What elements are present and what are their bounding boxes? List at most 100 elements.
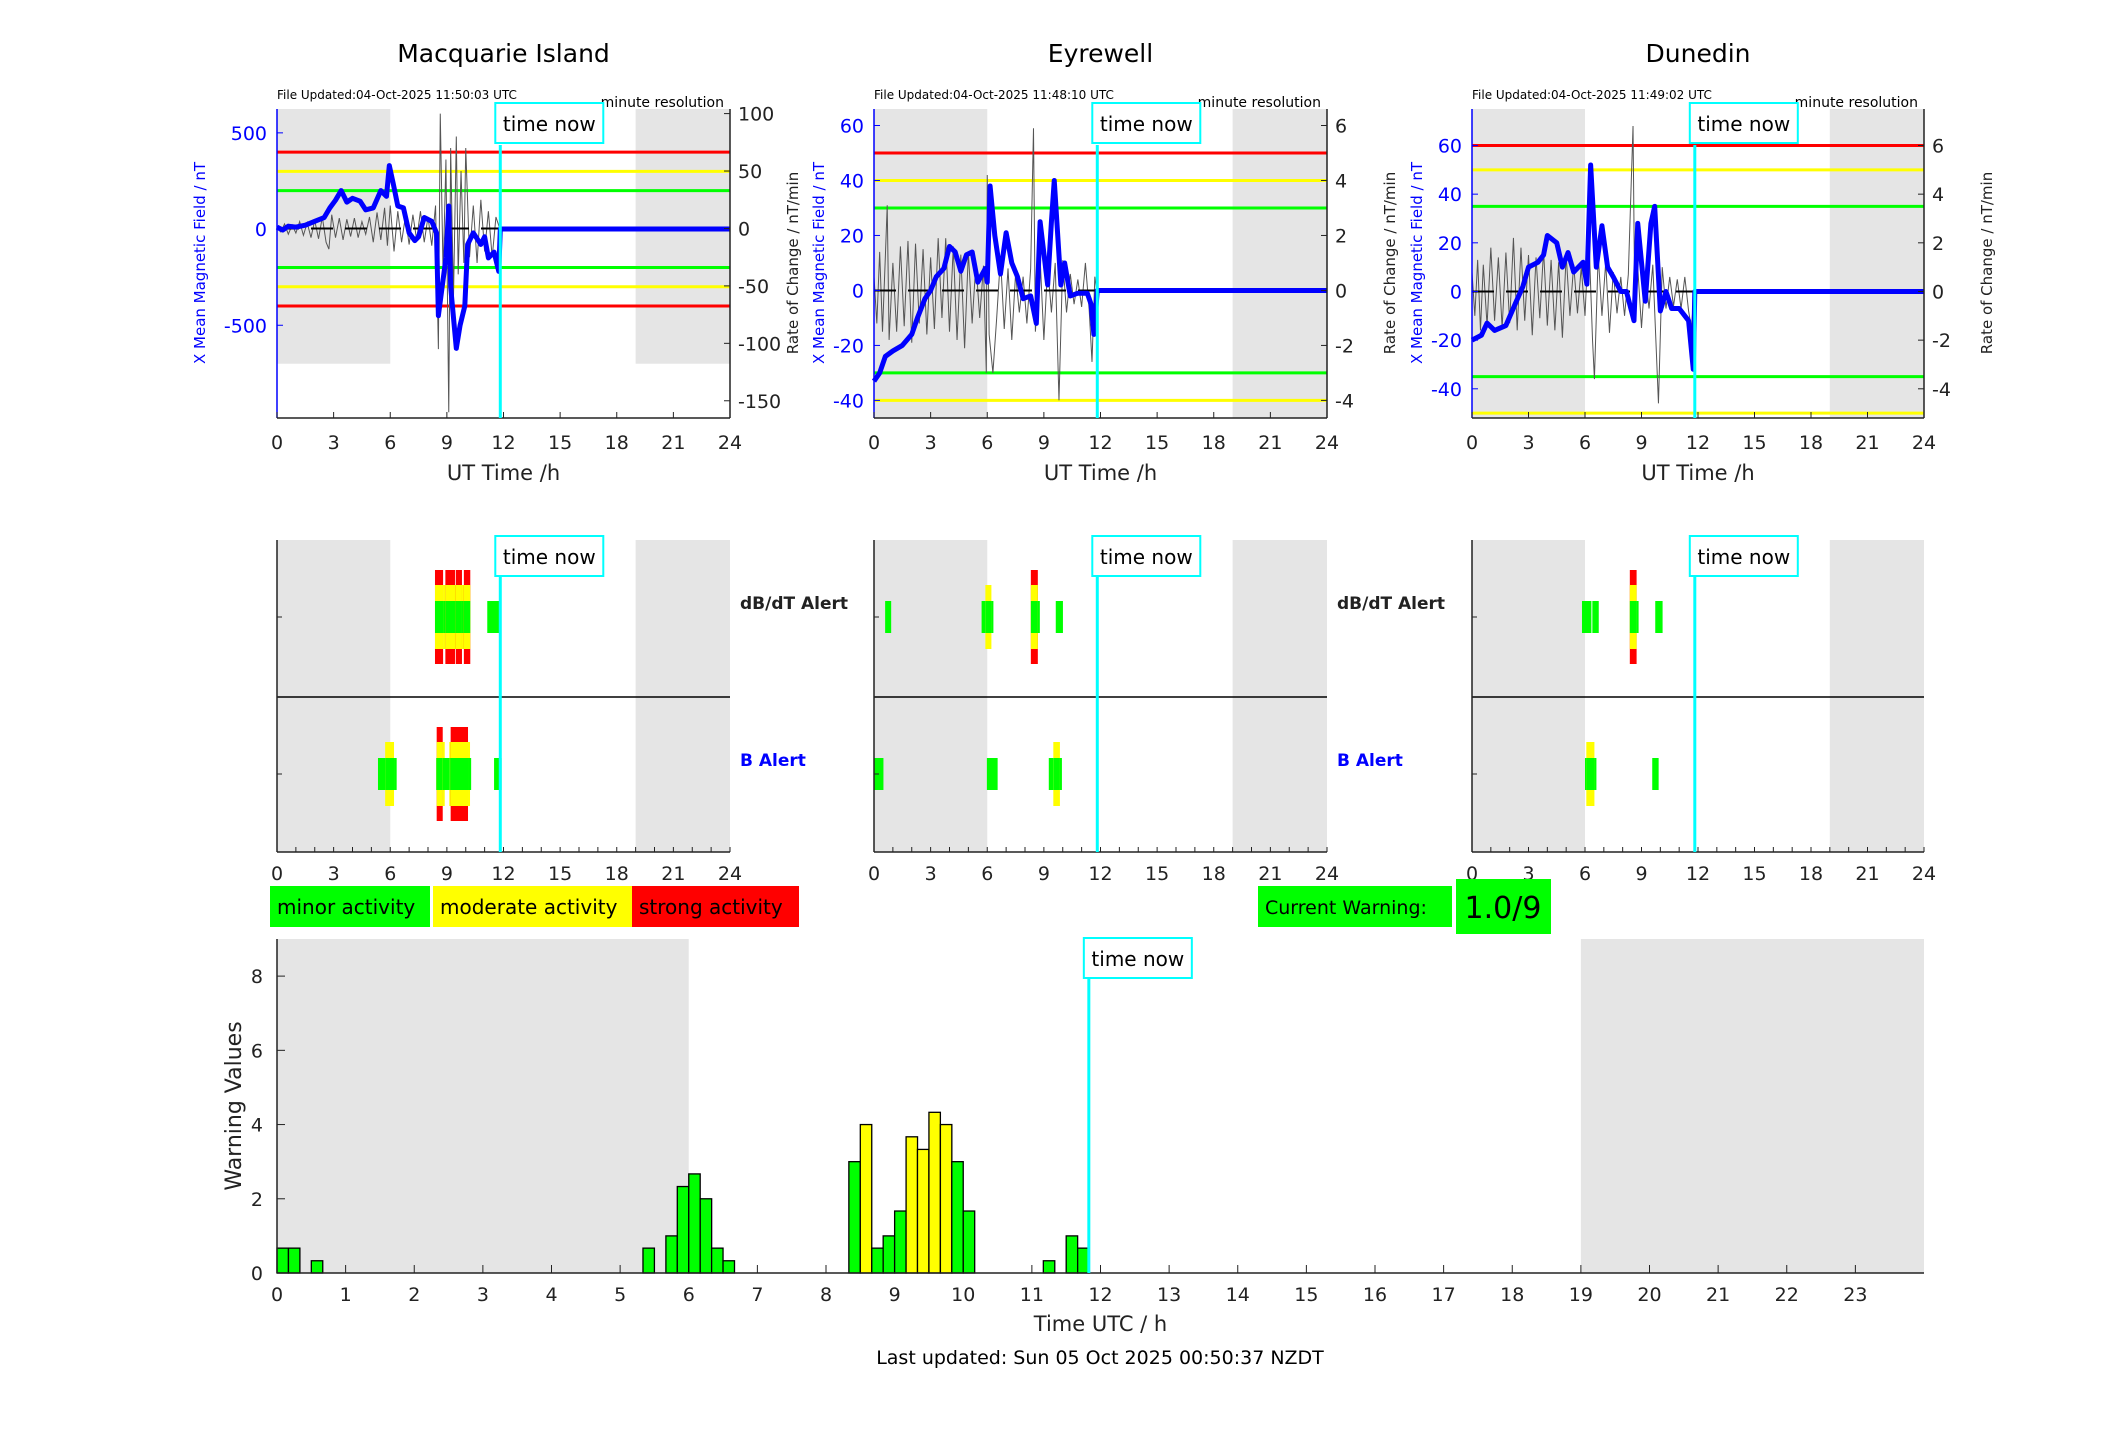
station-title: Eyrewell (1048, 39, 1153, 68)
x-tick-label: 18 (605, 863, 629, 885)
left-y-tick-label: 60 (1438, 135, 1462, 157)
current-warning-value-box (1456, 879, 1551, 934)
legend-label: minor activity (277, 895, 415, 919)
x-tick-label: 17 (1432, 1284, 1456, 1306)
x-tick-label: 16 (1363, 1284, 1387, 1306)
left-y-tick-label: 40 (840, 170, 864, 192)
legend-label: moderate activity (440, 895, 618, 919)
minor-alert-block (436, 758, 443, 790)
minor-alert-block (1037, 601, 1040, 633)
warning-bar (688, 1173, 701, 1274)
warning-bar (951, 1161, 964, 1274)
warning-bar (928, 1111, 942, 1274)
legend-item-minor: minor activity (270, 886, 430, 927)
dbdt-alert-label: dB/dT Alert (1337, 594, 1445, 614)
x-tick-label: 12 (491, 432, 515, 454)
y-tick-label: 8 (251, 966, 263, 988)
left-y-tick-label: 20 (840, 225, 864, 247)
left-y-tick-label: -20 (1431, 330, 1462, 352)
warning-bar (1042, 1260, 1056, 1274)
magnetic-field-line (1470, 162, 1924, 372)
minor-alert-block (986, 758, 998, 790)
night-shading (1829, 540, 1924, 852)
x-tick-label: 15 (1145, 432, 1169, 454)
right-y-tick-label: 6 (1932, 135, 1944, 157)
x-tick-label: 12 (1686, 432, 1710, 454)
left-y-tick-label: -500 (224, 315, 267, 337)
x-tick-label: 9 (1038, 863, 1050, 885)
warning-bar (939, 1123, 953, 1274)
x-tick-label: 7 (751, 1284, 763, 1306)
minor-alert-block (1594, 758, 1597, 790)
y-tick-label: 6 (251, 1040, 263, 1062)
x-tick-label: 6 (1579, 432, 1591, 454)
x-tick-label: 9 (1038, 432, 1050, 454)
right-y-tick-label: 6 (1335, 115, 1347, 137)
left-y-axis-label: X Mean Magnetic Field / nT (191, 161, 209, 364)
legend-item-moderate: moderate activity (433, 886, 632, 927)
x-tick-label: 15 (548, 432, 572, 454)
x-tick-label: 18 (1202, 432, 1226, 454)
x-tick-label: 2 (408, 1284, 420, 1306)
resolution-text: minute resolution (601, 95, 724, 111)
magnetic-field-line (275, 163, 730, 351)
right-y-tick-label: 4 (1932, 184, 1944, 206)
x-tick-label: 21 (1258, 863, 1282, 885)
minor-alert-block (1629, 601, 1637, 633)
y-tick-label: 4 (251, 1115, 263, 1137)
minor-alert-block (981, 601, 986, 633)
x-tick-label: 10 (951, 1284, 975, 1306)
warning-bar (665, 1235, 678, 1274)
minor-alert-block (394, 758, 397, 790)
right-y-tick-label: -150 (738, 391, 781, 413)
time-now-label: time now (503, 545, 596, 569)
current-warning-value: 1.0/9 (1465, 891, 1542, 926)
minor-alert-block (461, 601, 464, 633)
legend-item-strong: strong activity (632, 886, 799, 927)
warning-bar (699, 1198, 713, 1274)
warning-bar (276, 1247, 290, 1274)
minor-alert-block (468, 758, 471, 790)
minor-alert-block (1586, 758, 1595, 790)
minor-alert-block (1636, 601, 1639, 633)
right-y-tick-label: -2 (1932, 330, 1951, 352)
minor-alert-block (1585, 758, 1587, 790)
left-y-tick-label: 500 (231, 123, 267, 145)
night-shading (1232, 540, 1327, 852)
left-y-tick-label: 40 (1438, 184, 1462, 206)
x-tick-label: 21 (1855, 432, 1879, 454)
current-warning: Current Warning: 1.0/9 (1258, 879, 1551, 934)
minor-alert-block (1048, 758, 1054, 790)
x-tick-label: 15 (1742, 863, 1766, 885)
night-shading (635, 540, 730, 852)
night-shading (1472, 540, 1585, 852)
time-now-label: time now (1697, 545, 1790, 569)
warning-bar (962, 1210, 976, 1274)
minor-alert-block (443, 758, 450, 790)
x-tick-label: 15 (548, 863, 572, 885)
station-panel-dunedin: Dunedin File Updated:04-Oct-2025 11:49:02… (1408, 39, 1996, 485)
x-axis-label: Time UTC / h (1033, 1312, 1167, 1336)
x-tick-label: 3 (925, 863, 937, 885)
x-tick-label: 19 (1569, 1284, 1593, 1306)
right-y-axis-label: Rate of Change / nT/min (1381, 172, 1399, 354)
time-now-box (1082, 937, 1193, 979)
time-now-box (1688, 535, 1799, 577)
legend-swatch (270, 886, 430, 927)
warning-bar (722, 1260, 736, 1274)
file-updated-text: File Updated:04-Oct-2025 11:49:02 UTC (1472, 88, 1712, 102)
warning-bar (848, 1161, 861, 1274)
minor-alert-block (1053, 758, 1060, 790)
x-tick-label: 24 (718, 863, 742, 885)
x-tick-label: 18 (1799, 432, 1823, 454)
minor-alert-block (443, 601, 446, 633)
x-tick-label: 24 (1315, 432, 1339, 454)
time-now-label: time now (1697, 112, 1790, 136)
warning-bar (642, 1247, 656, 1274)
right-y-tick-label: -50 (738, 276, 769, 298)
warning-bar (710, 1247, 724, 1274)
station-panel-eyrewell: Eyrewell File Updated:04-Oct-2025 11:48:1… (810, 39, 1399, 485)
x-tick-label: 1 (340, 1284, 352, 1306)
minor-alert-block (1652, 758, 1659, 790)
